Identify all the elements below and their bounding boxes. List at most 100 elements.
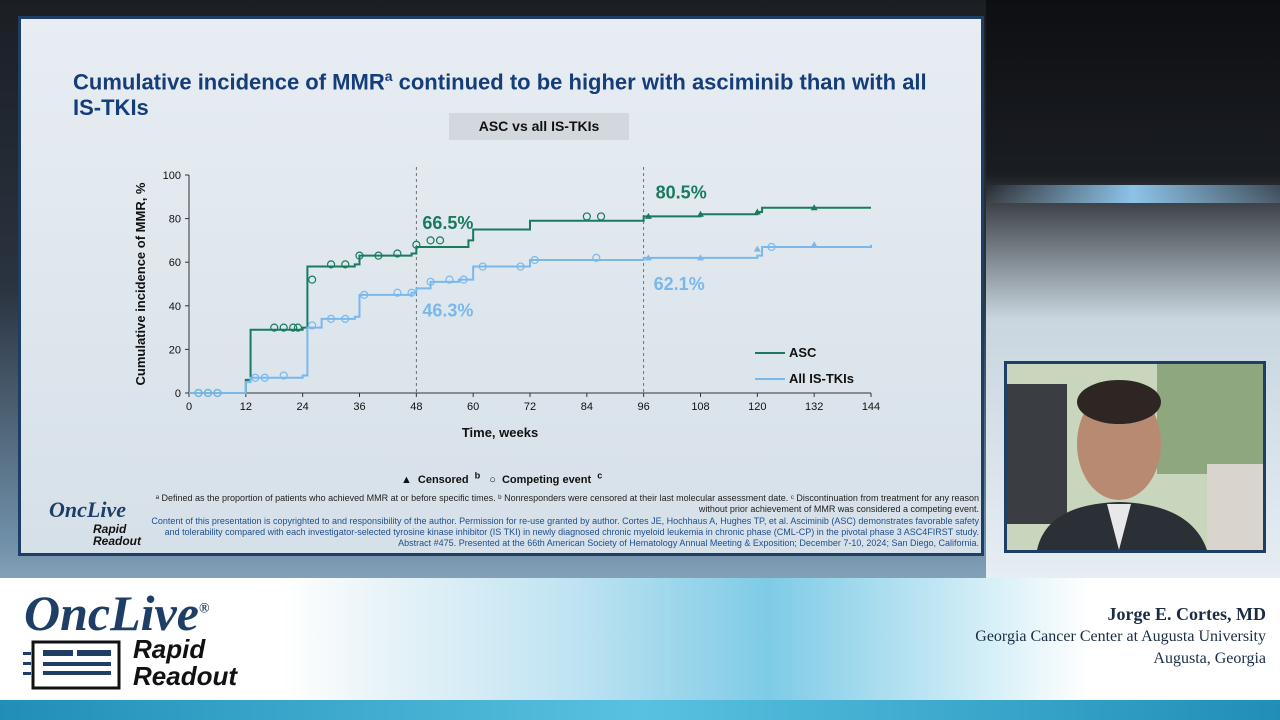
competing-event-marker-is-tki [592, 253, 601, 262]
presenter-location: Augusta, Georgia [1153, 650, 1266, 667]
competing-event-marker-asc [355, 251, 364, 260]
competing-event-marker-asc [308, 275, 317, 284]
competing-event-marker-asc [279, 323, 288, 332]
competing-label: Competing event c [501, 470, 603, 486]
censored-marker-is-tki [810, 241, 818, 248]
competing-event-marker-is-tki [260, 373, 269, 382]
presenter-info: Jorge E. Cortes, MD Georgia Cancer Cente… [975, 602, 1266, 670]
series-line-is-tki [189, 244, 872, 394]
presenter-name: Jorge E. Cortes, MD [1107, 604, 1266, 624]
copyright-text: Content of this presentation is copyrigh… [151, 516, 979, 548]
x-tick-label: 96 [638, 401, 650, 413]
censored-marker-is-tki [753, 245, 761, 252]
competing-event-marker-is-tki [407, 288, 416, 297]
censored-label: Censored b [417, 470, 481, 486]
competing-event-marker-is-tki [767, 242, 776, 252]
logo-small-subtitle: Rapid Readout [93, 522, 141, 548]
competing-event-marker-asc [289, 323, 298, 332]
rapid-readout-emblem-icon [23, 640, 121, 690]
competing-event-marker-is-tki [251, 373, 260, 382]
censored-marker-asc [810, 204, 818, 211]
presenter-affiliation: Georgia Cancer Center at Augusta Univers… [975, 628, 1266, 645]
y-tick-label: 40 [169, 301, 181, 313]
slide-title: Cumulative incidence of MMRa continued t… [73, 68, 927, 121]
readout-text: Readout [133, 661, 237, 691]
competing-event-marker-is-tki [426, 277, 435, 286]
y-tick-label: 0 [175, 388, 181, 400]
background-stripe [986, 185, 1280, 203]
competing-event-marker-is-tki [393, 288, 402, 297]
competing-event-marker-is-tki [530, 255, 539, 265]
censored-marker-asc [644, 212, 652, 219]
y-axis-label: Cumulative incidence of MMR, % [133, 182, 148, 385]
panel-label: ASC vs all IS-TKIs [449, 113, 629, 140]
annotation-is-tki-48wk: 46.3% [422, 300, 473, 320]
competing-marker-icon: ○ [489, 473, 496, 486]
competing-event-marker-asc [341, 260, 350, 269]
x-axis-label: Time, weeks [462, 425, 538, 440]
competing-event-marker-is-tki [478, 262, 487, 271]
x-tick-label: 0 [186, 401, 192, 413]
annotation-asc-96wk: 80.5% [656, 182, 707, 202]
rapid-readout-logo: Rapid Readout [23, 634, 237, 691]
annotation-is-tki-96wk: 62.1% [654, 274, 705, 294]
competing-event-marker-is-tki [213, 388, 222, 398]
legend-label: All IS-TKIs [789, 371, 854, 386]
presenter-silhouette [1007, 364, 1263, 550]
competing-event-marker-is-tki [341, 314, 350, 323]
x-tick-label: 48 [410, 401, 422, 413]
competing-event-marker-is-tki [279, 371, 288, 380]
x-tick-label: 108 [691, 401, 709, 413]
y-tick-label: 100 [163, 170, 181, 182]
y-tick-label: 80 [169, 214, 181, 226]
x-tick-label: 60 [467, 401, 479, 413]
censored-marker-is-tki [644, 254, 652, 261]
censor-legend: ▲ Censored b ○ Competing event c [401, 470, 608, 486]
x-tick-label: 120 [748, 401, 766, 413]
presenter-video [1004, 361, 1266, 553]
competing-event-marker-is-tki [445, 275, 454, 284]
competing-event-marker-asc [582, 212, 591, 221]
competing-event-marker-asc [596, 212, 606, 221]
competing-event-marker-asc [426, 236, 435, 245]
y-tick-label: 60 [169, 257, 181, 269]
mmr-cumulative-incidence-chart: 0 20 40 60 80 100 0 12 24 36 48 60 72 84 96 108 120 132 14… [133, 167, 880, 440]
competing-event-marker-is-tki [203, 388, 213, 398]
legend-label: ASC [789, 345, 817, 360]
rapid-text: Rapid [133, 634, 206, 664]
onclive-logo: OncLive® [24, 585, 210, 641]
competing-event-marker-asc [412, 240, 421, 249]
competing-event-marker-is-tki [516, 262, 525, 271]
competing-event-marker-asc [393, 249, 402, 258]
x-tick-label: 132 [805, 401, 823, 413]
footnote: ᵃ Defined as the proportion of patients … [155, 493, 979, 514]
competing-event-marker-is-tki [360, 290, 369, 299]
competing-event-marker-asc [326, 260, 336, 269]
competing-event-marker-is-tki [459, 275, 468, 284]
y-tick-label: 20 [169, 344, 181, 356]
x-tick-label: 36 [353, 401, 365, 413]
x-tick-label: 144 [862, 401, 880, 413]
censored-marker-asc [753, 208, 761, 215]
competing-event-marker-asc [293, 323, 303, 332]
lower-third-banner [0, 578, 1280, 720]
x-tick-label: 84 [581, 401, 593, 413]
censored-marker-is-tki [697, 254, 704, 261]
competing-event-marker-is-tki [194, 388, 203, 398]
onclive-small-logo: OncLive Rapid Readout [49, 497, 159, 551]
competing-event-marker-is-tki [326, 314, 336, 323]
competing-event-marker-asc [435, 236, 445, 245]
censored-marker-icon: ▲ [401, 473, 412, 486]
logo-small-wordmark: OncLive [49, 497, 126, 522]
censored-marker-asc [697, 210, 704, 217]
x-tick-label: 72 [524, 401, 536, 413]
lower-third-band [0, 700, 1280, 720]
competing-event-marker-asc [374, 251, 383, 260]
competing-event-marker-is-tki [308, 321, 317, 330]
series-line-asc [189, 206, 871, 394]
x-tick-label: 24 [297, 401, 309, 413]
annotation-asc-48wk: 66.5% [422, 213, 473, 233]
presentation-slide: Cumulative incidence of MMRa continued t… [18, 16, 984, 556]
x-tick-label: 12 [240, 401, 252, 413]
competing-event-marker-asc [270, 323, 279, 332]
